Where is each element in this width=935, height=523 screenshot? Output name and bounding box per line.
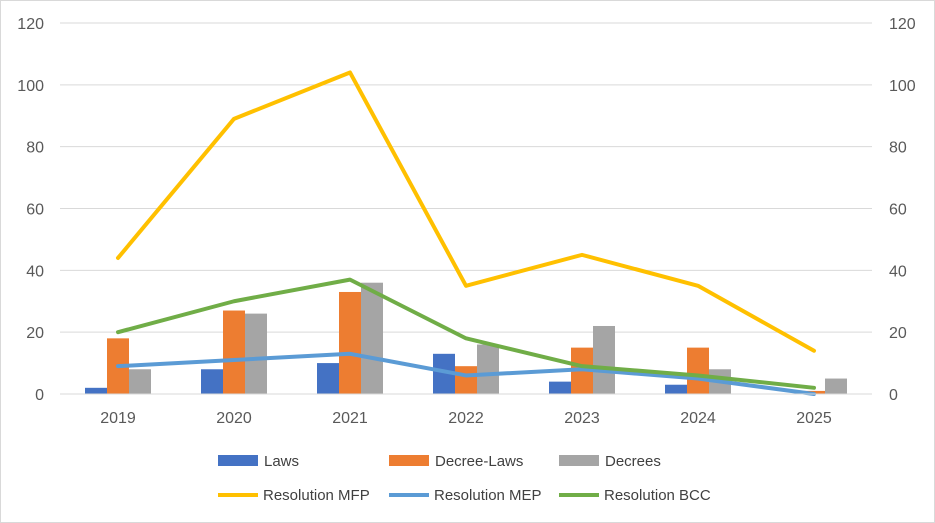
bar [361, 282, 383, 394]
bar [477, 344, 499, 394]
legend-label: Resolution BCC [604, 487, 711, 504]
bar [317, 363, 339, 394]
line-series [116, 70, 816, 396]
line-resolution-mfp [116, 70, 816, 353]
y-tick-label: 20 [26, 325, 44, 342]
y-tick-label: 100 [17, 78, 44, 95]
y-axis-right: 0 20 40 60 80 100 120 [889, 16, 916, 404]
bar [825, 378, 847, 394]
y2-tick-label: 120 [889, 16, 916, 33]
x-tick-label: 2025 [796, 410, 832, 427]
bar [223, 310, 245, 394]
line-resolution-bcc [116, 277, 816, 390]
y2-tick-label: 80 [889, 140, 907, 157]
bar [455, 366, 477, 394]
y-tick-label: 0 [35, 387, 44, 404]
bar [549, 381, 571, 394]
bar [129, 369, 151, 394]
y2-tick-label: 100 [889, 78, 916, 95]
gridlines [60, 22, 872, 333]
y-axis-left: 0 20 40 60 80 100 120 [17, 16, 44, 404]
y2-tick-label: 20 [889, 325, 907, 342]
y2-tick-label: 60 [889, 202, 907, 219]
x-tick-label: 2022 [448, 410, 484, 427]
bar [339, 291, 361, 394]
y-tick-label: 80 [26, 140, 44, 157]
x-tick-label: 2023 [564, 410, 600, 427]
bar [433, 353, 455, 394]
bar-series-laws [85, 353, 687, 394]
bar [665, 384, 687, 394]
y-tick-label: 120 [17, 16, 44, 33]
bar [201, 369, 223, 394]
legend-label: Resolution MFP [263, 487, 370, 504]
y2-tick-label: 0 [889, 387, 898, 404]
x-axis: 2019 2020 2021 2022 2023 2024 2025 [100, 410, 832, 427]
line-resolution-mep [116, 351, 816, 396]
legend-label: Decrees [605, 453, 661, 470]
bar [245, 313, 267, 394]
y-tick-label: 40 [26, 263, 44, 280]
bar-series-decrees [129, 282, 847, 394]
x-tick-label: 2019 [100, 410, 136, 427]
legend-swatch [559, 455, 599, 466]
y2-tick-label: 40 [889, 263, 907, 280]
bar [687, 347, 709, 394]
legend: Laws Decree-Laws Decrees Resolution MFP Reso… [218, 453, 711, 504]
legend-swatch [389, 455, 429, 466]
legend-label: Resolution MEP [434, 487, 542, 504]
bar [593, 325, 615, 394]
legend-label: Laws [264, 453, 299, 470]
legend-label: Decree-Laws [435, 453, 523, 470]
y-tick-label: 60 [26, 202, 44, 219]
bar [85, 387, 107, 394]
x-tick-label: 2020 [216, 410, 252, 427]
x-tick-label: 2021 [332, 410, 368, 427]
legend-swatch [218, 455, 258, 466]
x-tick-label: 2024 [680, 410, 716, 427]
